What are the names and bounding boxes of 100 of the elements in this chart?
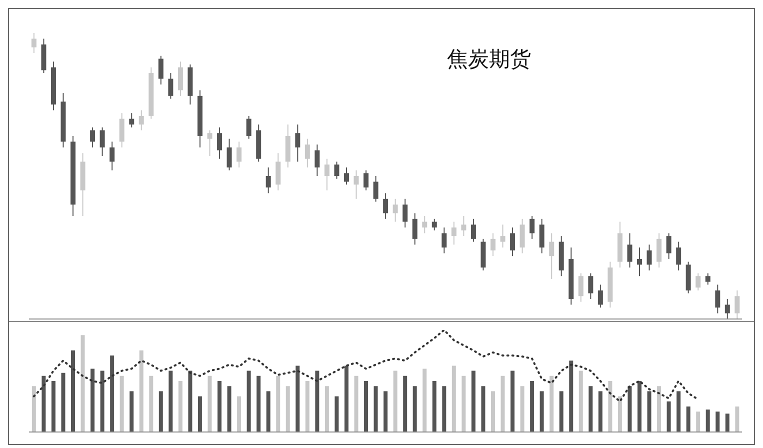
bar <box>208 376 212 432</box>
bar <box>403 376 408 432</box>
candlestick <box>314 144 320 176</box>
bar <box>315 370 320 432</box>
bar <box>51 381 56 432</box>
candlestick <box>304 138 310 168</box>
bar <box>686 406 690 432</box>
bar <box>462 376 466 432</box>
bar <box>490 391 495 432</box>
candlestick <box>724 298 730 319</box>
bar <box>412 386 417 432</box>
candlestick <box>90 126 96 148</box>
candlestick <box>588 272 594 300</box>
bar <box>237 396 242 432</box>
candlestick <box>324 158 330 191</box>
candlestick <box>422 216 428 234</box>
bar <box>422 368 427 432</box>
bar <box>716 412 720 432</box>
bar <box>666 401 671 432</box>
candlestick <box>266 166 271 194</box>
bar <box>100 370 104 432</box>
candlestick <box>178 61 183 96</box>
candlestick <box>696 272 701 291</box>
bar <box>256 376 261 432</box>
candlestick <box>383 192 388 220</box>
candlestick <box>246 115 252 140</box>
candlestick <box>412 212 418 246</box>
candlestick <box>646 244 652 271</box>
candlestick <box>344 166 349 186</box>
candlestick <box>539 218 544 254</box>
candlestick <box>334 161 340 180</box>
candlestick <box>138 110 144 131</box>
candlestick <box>442 226 447 254</box>
candlestick <box>364 170 369 191</box>
bar <box>227 386 232 432</box>
candlestick <box>354 170 359 200</box>
candlestick <box>500 224 506 248</box>
bar <box>344 366 348 432</box>
candlestick <box>676 241 682 271</box>
bar <box>139 350 144 432</box>
candlestick <box>461 216 466 237</box>
bar <box>120 376 124 432</box>
bar <box>696 412 700 432</box>
bar <box>510 370 515 432</box>
bar <box>364 381 368 432</box>
candlestick <box>402 198 408 228</box>
bar <box>168 370 173 432</box>
candlestick <box>520 218 525 254</box>
bar <box>42 376 46 432</box>
bar <box>393 370 398 432</box>
candlestick <box>110 141 115 171</box>
candlestick <box>100 126 105 156</box>
bar <box>61 372 66 432</box>
bar <box>384 391 388 432</box>
candlestick <box>168 72 174 100</box>
candlestick <box>276 152 281 191</box>
bar <box>559 391 564 432</box>
candlestick <box>510 226 516 257</box>
bar <box>706 410 710 432</box>
candlestick <box>627 232 632 268</box>
bar <box>32 386 36 432</box>
bar <box>550 376 554 432</box>
candlestick <box>373 176 378 202</box>
bar <box>442 386 446 432</box>
bar <box>158 391 163 432</box>
bar <box>246 370 251 432</box>
text: 焦炭期货 <box>447 46 531 73</box>
bar <box>305 381 310 432</box>
candlestick <box>226 138 232 171</box>
bar <box>198 396 202 432</box>
bar <box>324 386 329 432</box>
bar <box>569 360 574 432</box>
bar <box>618 396 622 432</box>
bar <box>598 391 602 432</box>
bar <box>657 386 662 432</box>
bar <box>286 386 290 432</box>
bar <box>432 381 436 432</box>
candlestick <box>470 218 476 242</box>
candlestick <box>129 112 134 128</box>
candlestick <box>217 126 222 160</box>
candlestick <box>119 112 124 148</box>
bar <box>71 350 75 432</box>
bar <box>520 386 524 432</box>
candlestick <box>705 272 710 286</box>
bar <box>637 381 642 432</box>
candlestick <box>734 290 740 319</box>
candlestick <box>598 284 603 308</box>
bar <box>296 366 300 432</box>
bar <box>452 366 456 432</box>
bar <box>276 376 280 432</box>
candlestick <box>392 198 398 222</box>
bar <box>90 368 95 432</box>
bar <box>608 381 612 432</box>
candlestick <box>295 124 300 162</box>
bar <box>628 386 632 432</box>
bar <box>725 414 730 432</box>
bar <box>540 391 544 432</box>
bar <box>374 386 378 432</box>
bar <box>481 386 486 432</box>
candlestick <box>637 247 642 277</box>
